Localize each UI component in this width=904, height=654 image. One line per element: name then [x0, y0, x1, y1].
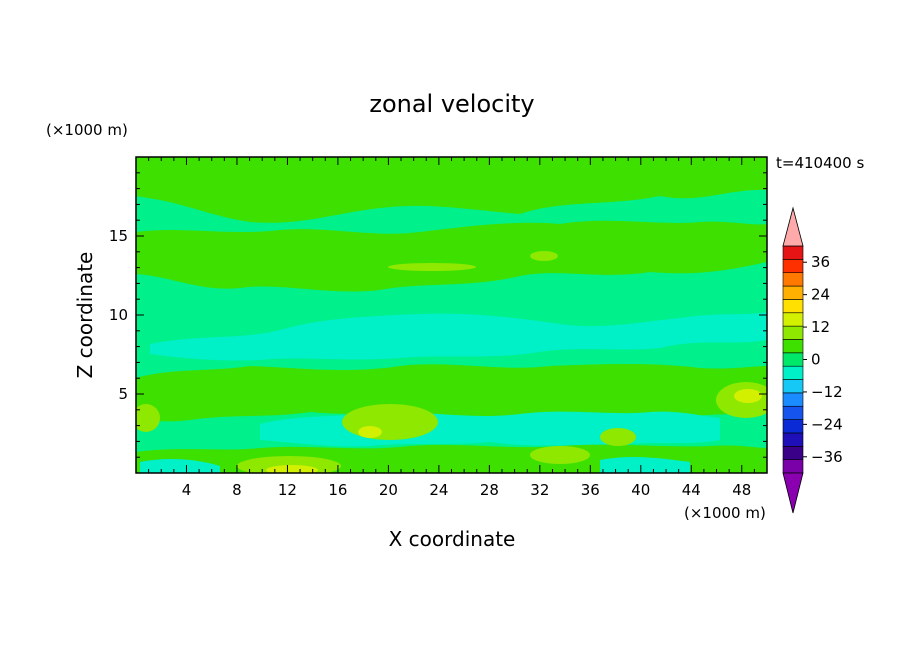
colorbar-bin: [782, 245, 804, 260]
colorbar-bin: [782, 365, 804, 380]
contour-region: [136, 157, 767, 223]
colorbar-bin: [782, 299, 804, 314]
x-tick-label: 28: [480, 481, 499, 499]
contour-region: [136, 404, 160, 432]
contour-region: [530, 251, 558, 261]
colorbar: 36 24 12 0 −12 −24 −36: [782, 206, 843, 514]
chart-title: zonal velocity: [369, 90, 534, 118]
x-tick-label: 40: [631, 481, 650, 499]
x-axis-label: X coordinate: [389, 527, 516, 551]
colorbar-bin: [782, 419, 804, 434]
contour-region: [600, 456, 690, 473]
colorbar-label: 12: [811, 318, 830, 336]
x-tick-label: 36: [581, 481, 600, 499]
time-label: t=410400 s: [776, 154, 864, 172]
x-tick-label: 12: [278, 481, 297, 499]
contour-region: [530, 446, 590, 464]
colorbar-bin: [782, 352, 804, 367]
x-unit-label: (×1000 m): [684, 504, 766, 522]
colorbar-bin: [782, 325, 804, 340]
y-unit-label: (×1000 m): [46, 121, 128, 139]
colorbar-bin: [782, 312, 804, 327]
y-tick-label: 15: [109, 227, 128, 245]
contour-region: [600, 428, 636, 446]
colorbar-label: −24: [811, 415, 843, 433]
colorbar-label: 36: [811, 253, 830, 271]
contour-region: [260, 411, 720, 447]
contour-region: [266, 465, 318, 473]
contour-region: [136, 364, 767, 422]
x-tick-label: 48: [732, 481, 751, 499]
colorbar-bin: [782, 459, 804, 474]
colorbar-bin: [782, 392, 804, 407]
x-tick-label: 8: [232, 481, 242, 499]
contour-region: [140, 459, 220, 473]
x-axis: 4 8 12 16 20 24 28 32 36 40 44 48: [148, 157, 755, 499]
contour-region: [136, 220, 767, 292]
colorbar-bin: [782, 272, 804, 287]
colorbar-bin: [782, 445, 804, 460]
contour-region: [388, 263, 476, 271]
contour-region: [358, 426, 382, 438]
colorbar-bin: [782, 379, 804, 394]
x-tick-label: 16: [328, 481, 347, 499]
colorbar-bin: [782, 285, 804, 300]
colorbar-label: 24: [811, 286, 830, 304]
y-tick-label: 10: [109, 306, 128, 324]
colorbar-bin: [782, 432, 804, 447]
colorbar-bin: [782, 339, 804, 354]
x-tick-label: 24: [429, 481, 448, 499]
y-tick-label: 5: [118, 385, 128, 403]
x-tick-label: 32: [530, 481, 549, 499]
colorbar-max-extension: [782, 206, 804, 247]
colorbar-bin: [782, 405, 804, 420]
contour-region: [150, 312, 767, 361]
colorbar-min-extension: [782, 472, 804, 514]
x-tick-label: 20: [379, 481, 398, 499]
contour-region: [136, 157, 180, 188]
colorbar-bin: [782, 259, 804, 274]
colorbar-label: −36: [811, 448, 843, 466]
contour-region: [734, 389, 762, 403]
x-tick-label: 4: [182, 481, 192, 499]
y-axis: 5 10 15: [109, 172, 767, 458]
colorbar-label: 0: [811, 351, 821, 369]
contour-field: [136, 157, 767, 473]
contour-region: [342, 404, 438, 440]
colorbar-label: −12: [811, 383, 843, 401]
x-tick-label: 44: [682, 481, 701, 499]
y-axis-label: Z coordinate: [73, 252, 97, 379]
